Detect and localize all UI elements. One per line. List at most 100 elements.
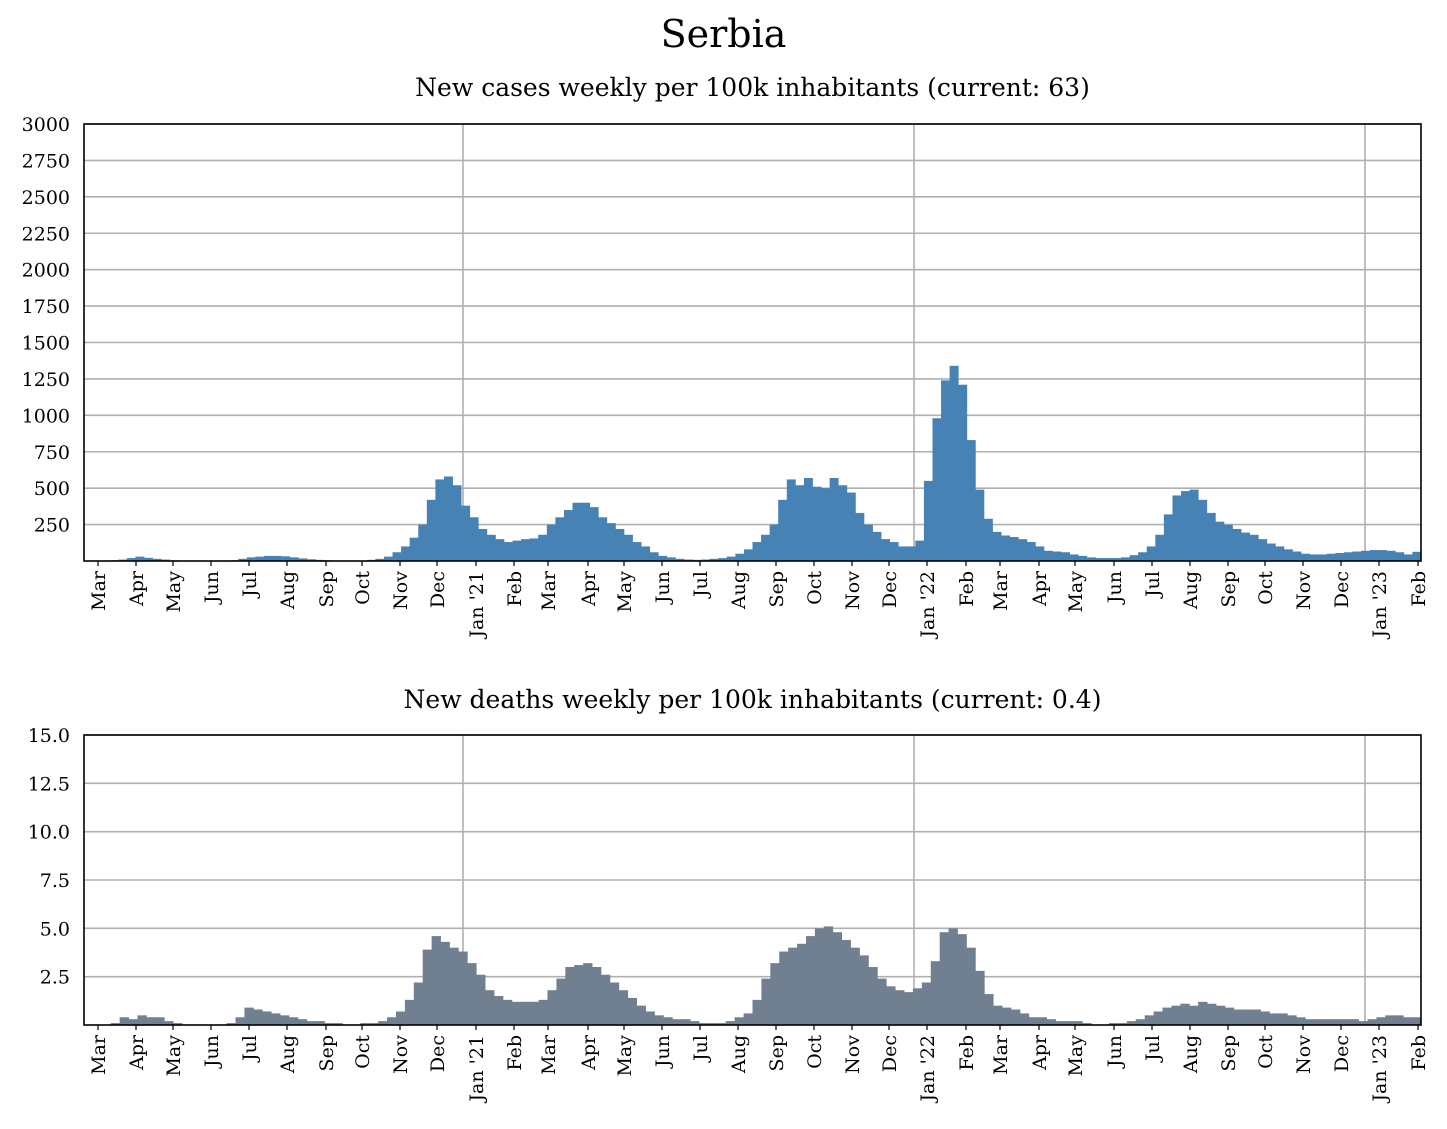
cases-bar (1215, 521, 1225, 561)
deaths-bar (904, 992, 914, 1025)
deaths-bar (609, 982, 620, 1025)
deaths-bar (1376, 1017, 1386, 1025)
deaths-bar (1109, 1023, 1119, 1025)
cases-x-tick-label: Oct (352, 571, 374, 605)
deaths-bar (271, 1013, 281, 1025)
deaths-bar (975, 970, 985, 1025)
deaths-y-tick-label: 10.0 (28, 822, 70, 844)
deaths-bar (797, 943, 807, 1025)
cases-bar (555, 517, 565, 561)
deaths-bar (1412, 1017, 1422, 1025)
cases-bar (529, 538, 539, 561)
cases-bar (1361, 550, 1370, 561)
deaths-bar (788, 947, 798, 1025)
cases-bar (623, 534, 633, 561)
deaths-x-tick-label: Mar (538, 1034, 560, 1075)
cases-bar (1232, 528, 1242, 561)
cases-bar (478, 528, 488, 561)
cases-bar (769, 524, 779, 561)
cases-bar (1155, 534, 1165, 561)
cases-bar (615, 528, 625, 561)
deaths-bar (725, 1021, 736, 1025)
deaths-bar (1010, 1009, 1021, 1025)
cases-bar (1412, 551, 1422, 561)
cases-bar (1206, 512, 1216, 561)
deaths-x-tick-label: Mar (88, 1034, 110, 1075)
cases-bar (469, 517, 479, 561)
cases-y-tick-label: 3000 (22, 114, 70, 136)
deaths-bar (654, 1015, 664, 1025)
cases-bar (1043, 550, 1053, 561)
cases-bar (803, 477, 813, 561)
cases-bar (1326, 553, 1336, 561)
deaths-bar (1073, 1021, 1083, 1025)
cases-x-tick-label: Jun (1104, 571, 1126, 605)
cases-bar (1386, 550, 1396, 561)
deaths-bar (895, 990, 905, 1025)
deaths-bar (636, 1005, 646, 1025)
deaths-bar (1135, 1019, 1146, 1025)
cases-bar (383, 556, 393, 561)
deaths-bar (1171, 1005, 1181, 1025)
cases-bar (461, 505, 471, 561)
deaths-bar (1340, 1019, 1351, 1025)
cases-bar (1343, 552, 1353, 561)
cases-bar (1061, 552, 1071, 561)
cases-bar (829, 477, 839, 561)
deaths-bar (1144, 1015, 1154, 1025)
deaths-bar (529, 1001, 539, 1025)
cases-y-tick-label: 250 (34, 515, 70, 537)
deaths-x-tick-label: Dec (427, 1035, 449, 1072)
deaths-bar (1251, 1009, 1261, 1025)
deaths-bar (574, 965, 584, 1025)
cases-x-tick-label: Feb (1408, 571, 1430, 607)
cases-bar (675, 558, 685, 561)
deaths-bar (734, 1017, 744, 1025)
deaths-bar (164, 1021, 174, 1025)
cases-bar (752, 542, 762, 561)
cases-bar (1283, 549, 1293, 561)
cases-bar (503, 542, 513, 561)
cases-x-tick-label: Apr (126, 570, 148, 607)
cases-x-tick-label: Dec (427, 571, 449, 608)
cases-bar (512, 540, 522, 561)
cases-bar (255, 556, 265, 561)
cases-bar (1258, 539, 1268, 561)
cases-bar (658, 555, 668, 561)
deaths-bar (1224, 1007, 1235, 1025)
deaths-bar (315, 1021, 326, 1025)
deaths-x-tick-label: Nov (842, 1035, 864, 1074)
cases-bar (992, 531, 1002, 561)
cases-x-tick-label: Sep (1218, 571, 1240, 607)
deaths-bar (395, 1011, 406, 1025)
deaths-bar (814, 928, 825, 1025)
deaths-bar (146, 1017, 156, 1025)
deaths-bar (912, 988, 923, 1025)
cases-bar (272, 555, 282, 561)
cases-bar (941, 380, 951, 561)
cases-bar (1275, 546, 1285, 561)
deaths-bar (1082, 1023, 1092, 1025)
deaths-bar (1198, 1001, 1208, 1025)
cases-bar (435, 479, 445, 561)
cases-x-tick-label: May (1065, 571, 1087, 613)
deaths-y-tick-label: 7.5 (40, 870, 70, 892)
deaths-bar (966, 947, 976, 1025)
deaths-x-tick-label: May (163, 1035, 185, 1077)
deaths-bar (324, 1023, 334, 1025)
cases-bar (1146, 546, 1156, 561)
deaths-x-tick-label: Sep (1218, 1035, 1240, 1071)
cases-bar (1335, 552, 1345, 561)
cases-x-tick-label: Jul (690, 571, 712, 599)
cases-bar (846, 492, 856, 561)
cases-x-tick-label: Nov (390, 571, 412, 610)
deaths-bar (1403, 1017, 1413, 1025)
deaths-bar (1064, 1021, 1074, 1025)
deaths-bar (378, 1021, 388, 1025)
cases-bar (1172, 495, 1182, 561)
deaths-bar (618, 990, 629, 1025)
cases-x-tick-label: Jul (239, 571, 261, 599)
deaths-bar (1046, 1019, 1056, 1025)
deaths-bar (440, 941, 450, 1025)
deaths-bar (939, 932, 949, 1025)
